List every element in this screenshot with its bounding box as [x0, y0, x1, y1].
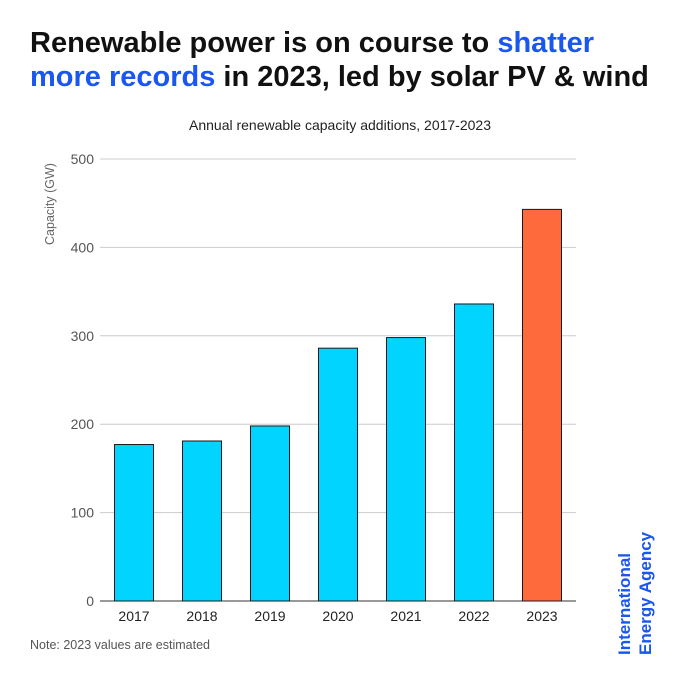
brand-line-1: International — [615, 552, 634, 655]
bar-2021 — [386, 337, 426, 602]
y-axis-label: Capacity (GW) — [43, 163, 57, 245]
headline-part2: in 2023, led by solar PV & wind — [215, 61, 649, 93]
headline-part1: Renewable power is on course to — [30, 27, 498, 59]
x-tick-label: 2023 — [526, 608, 557, 624]
bar-2018 — [182, 440, 222, 602]
x-tick-label: 2017 — [118, 608, 149, 624]
y-tick-label: 100 — [71, 505, 95, 521]
x-tick-label: 2020 — [322, 608, 353, 624]
y-tick-label: 500 — [71, 151, 95, 167]
bar-2019 — [250, 425, 290, 602]
y-tick-label: 400 — [71, 239, 95, 255]
headline: Renewable power is on course to shatter … — [30, 26, 660, 94]
x-tick-label: 2021 — [390, 608, 421, 624]
bar-2020 — [318, 347, 358, 602]
x-tick-label: 2018 — [186, 608, 217, 624]
bar-2017 — [114, 444, 154, 602]
bar-2023 — [522, 208, 562, 602]
footnote: Note: 2023 values are estimated — [30, 638, 210, 652]
x-tick-label: 2019 — [254, 608, 285, 624]
y-tick-label: 300 — [71, 328, 95, 344]
headline-highlight: shatter more records — [30, 27, 595, 93]
y-tick-label: 0 — [86, 593, 94, 609]
x-tick-label: 2022 — [458, 608, 489, 624]
brand-line-2: Energy Agency — [636, 531, 655, 655]
bar-2022 — [454, 303, 494, 602]
y-tick-label: 200 — [71, 416, 95, 432]
chart-title: Annual renewable capacity additions, 201… — [189, 117, 491, 133]
iea-logo: International Energy Agency — [608, 515, 656, 655]
